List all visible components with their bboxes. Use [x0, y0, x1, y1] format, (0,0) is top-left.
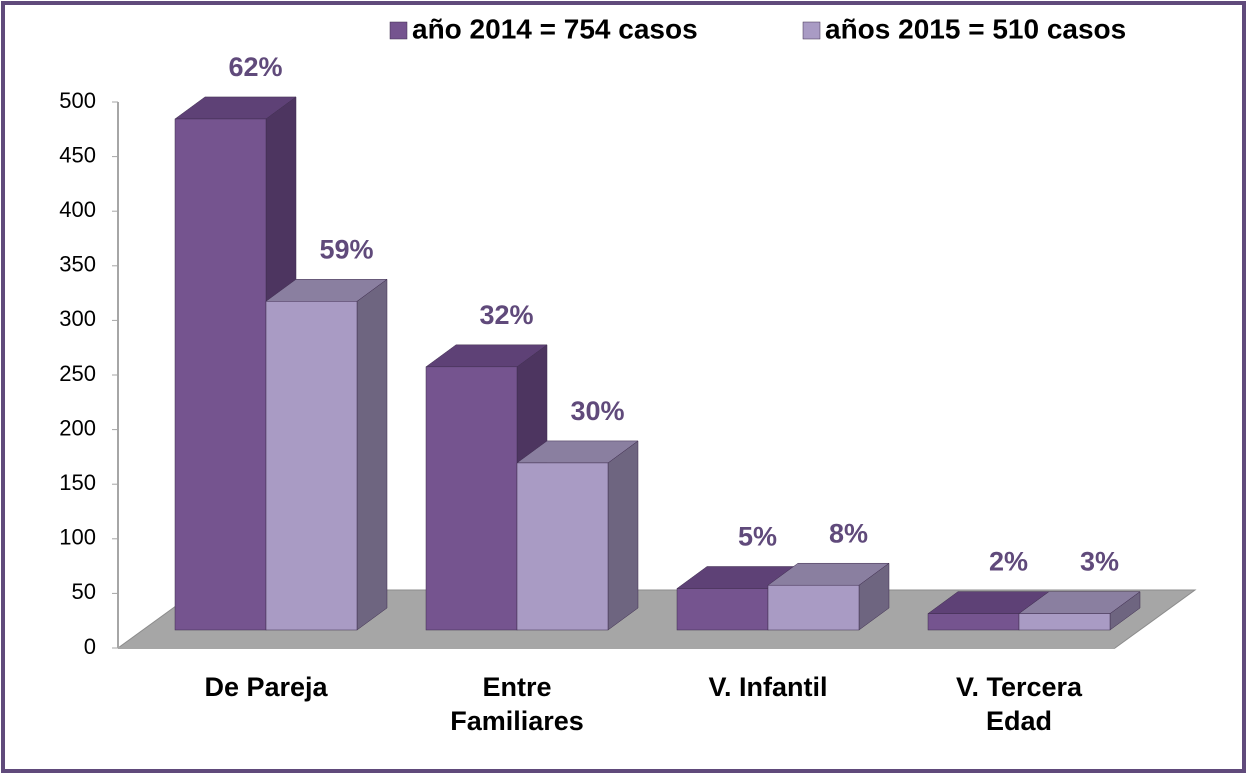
y-tick-label: 0 — [84, 634, 96, 659]
x-tick-label: V. Tercera Edad — [955, 672, 1083, 736]
bar-side — [356, 278, 388, 631]
y-tick-label: 500 — [59, 88, 96, 113]
bar — [516, 462, 609, 631]
legend-swatch — [802, 21, 821, 40]
data-label: 2% — [989, 547, 1028, 577]
data-label: 62% — [228, 52, 282, 82]
bar — [927, 613, 1020, 631]
data-label: 59% — [319, 234, 373, 264]
bar — [676, 588, 769, 631]
data-label: 5% — [738, 522, 777, 552]
x-tick-label: Entre Familiares — [450, 672, 584, 736]
legend-swatch — [389, 21, 408, 40]
bar-side — [607, 440, 639, 631]
bar — [265, 301, 358, 631]
bar — [425, 366, 518, 631]
y-tick-label: 350 — [59, 252, 96, 277]
y-tick-label: 300 — [59, 306, 96, 331]
y-tick-label: 250 — [59, 361, 96, 386]
data-label: 30% — [570, 396, 624, 426]
bar — [1018, 613, 1111, 631]
data-label: 3% — [1080, 547, 1119, 577]
y-tick-label: 100 — [59, 525, 96, 550]
y-tick-label: 450 — [59, 142, 96, 167]
legend-label: año 2014 = 754 casos — [412, 13, 698, 44]
y-tick-label: 150 — [59, 470, 96, 495]
y-tick-label: 50 — [72, 579, 96, 604]
data-label: 32% — [479, 300, 533, 330]
legend-label: años 2015 = 510 casos — [825, 13, 1126, 44]
bar — [174, 118, 267, 631]
y-tick-label: 200 — [59, 415, 96, 440]
x-tick-label: De Pareja — [204, 672, 328, 702]
x-tick-label: V. Infantil — [708, 672, 828, 702]
y-tick-label: 400 — [59, 197, 96, 222]
data-label: 8% — [829, 518, 868, 548]
bar — [767, 584, 860, 631]
